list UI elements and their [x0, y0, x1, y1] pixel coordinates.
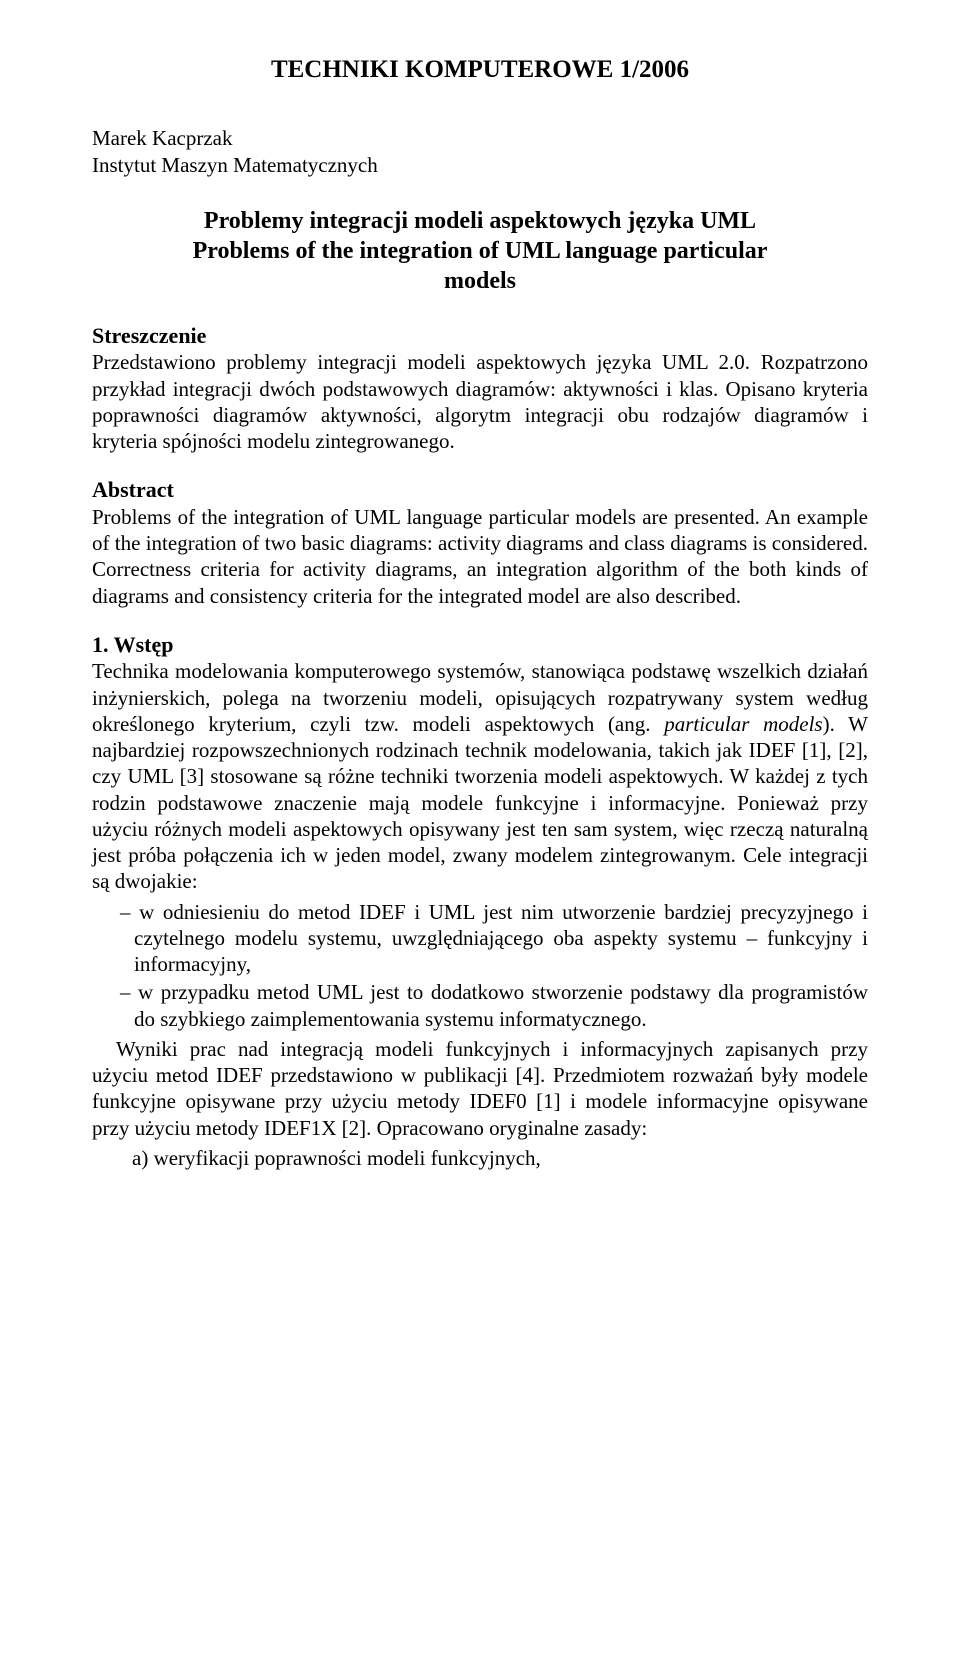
paper-title-pl: Problemy integracji modeli aspektowych j… — [92, 206, 868, 236]
section-1-p1-italics: particular models — [664, 712, 822, 736]
streszczenie-body: Przedstawiono problemy integracji modeli… — [92, 349, 868, 454]
list-item: w odniesieniu do metod IDEF i UML jest n… — [120, 899, 868, 978]
journal-header: TECHNIKI KOMPUTEROWE 1/2006 — [92, 54, 868, 85]
abstract-heading: Abstract — [92, 476, 868, 504]
section-1-p1-run-b: ). W najbardziej rozpowszechnionych rodz… — [92, 712, 868, 894]
paper-title-en-line1: Problems of the integration of UML langu… — [193, 238, 768, 264]
streszczenie-heading: Streszczenie — [92, 322, 868, 350]
paper-title-en-line2: models — [444, 268, 516, 294]
section-1-paragraph-1: Technika modelowania komputerowego syste… — [92, 658, 868, 894]
section-1-heading: 1. Wstęp — [92, 631, 868, 659]
abstract-body: Problems of the integration of UML langu… — [92, 504, 868, 609]
section-1-item-a: a) weryfikacji poprawności modeli funkcy… — [92, 1145, 868, 1171]
section-1-paragraph-2: Wyniki prac nad integracją modeli funkcy… — [92, 1036, 868, 1141]
section-1-bullet-list: w odniesieniu do metod IDEF i UML jest n… — [92, 899, 868, 1032]
list-item: w przypadku metod UML jest to dodatkowo … — [120, 979, 868, 1032]
author-affiliation: Instytut Maszyn Matematycznych — [92, 152, 868, 178]
author-name: Marek Kacprzak — [92, 125, 868, 151]
paper-title-en: Problems of the integration of UML langu… — [92, 236, 868, 296]
